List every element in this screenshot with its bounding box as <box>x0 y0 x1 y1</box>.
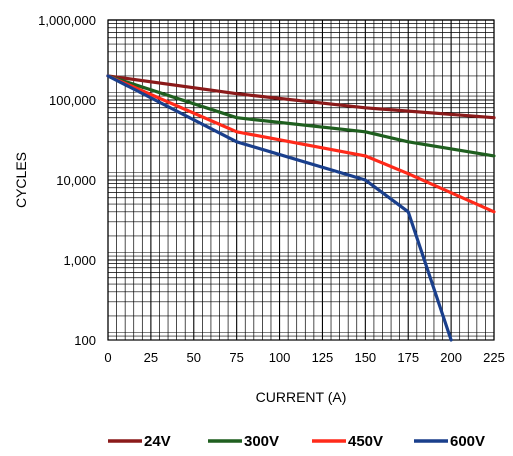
legend-label-600v: 600V <box>450 433 485 450</box>
plot-border <box>107 19 495 341</box>
x-tick-label: 175 <box>397 350 419 365</box>
x-tick-label: 200 <box>440 350 462 365</box>
legend: 24V 300V 450V 600V <box>108 433 485 450</box>
x-axis-title: CURRENT (A) <box>256 389 347 405</box>
series-line-600v <box>106 74 453 342</box>
grid-major <box>107 19 495 341</box>
x-tick-label: 150 <box>354 350 376 365</box>
y-tick-label: 10,000 <box>56 173 96 188</box>
x-tick-label: 125 <box>312 350 334 365</box>
y-tick-label: 1,000 <box>63 253 96 268</box>
y-tick-labels: 100 1,000 10,000 100,000 1,000,000 <box>38 13 96 348</box>
y-tick-label: 1,000,000 <box>38 13 96 28</box>
x-tick-labels: 0 25 50 75 100 125 150 175 200 225 <box>104 350 504 365</box>
series-line-300v <box>106 74 496 158</box>
x-tick-label: 75 <box>229 350 243 365</box>
x-tick-label: 25 <box>144 350 158 365</box>
y-axis-title: CYCLES <box>13 152 29 208</box>
y-tick-label: 100,000 <box>49 93 96 108</box>
legend-label-450v: 450V <box>348 433 383 450</box>
y-tick-label: 100 <box>74 333 96 348</box>
x-tick-label: 50 <box>187 350 201 365</box>
series-layer <box>106 74 496 342</box>
x-tick-label: 225 <box>483 350 505 365</box>
series-line-24v <box>106 74 496 120</box>
legend-label-24v: 24V <box>144 433 171 450</box>
series-line-450v <box>106 74 496 214</box>
x-tick-label: 0 <box>104 350 111 365</box>
x-tick-label: 100 <box>269 350 291 365</box>
legend-label-300v: 300V <box>244 433 279 450</box>
